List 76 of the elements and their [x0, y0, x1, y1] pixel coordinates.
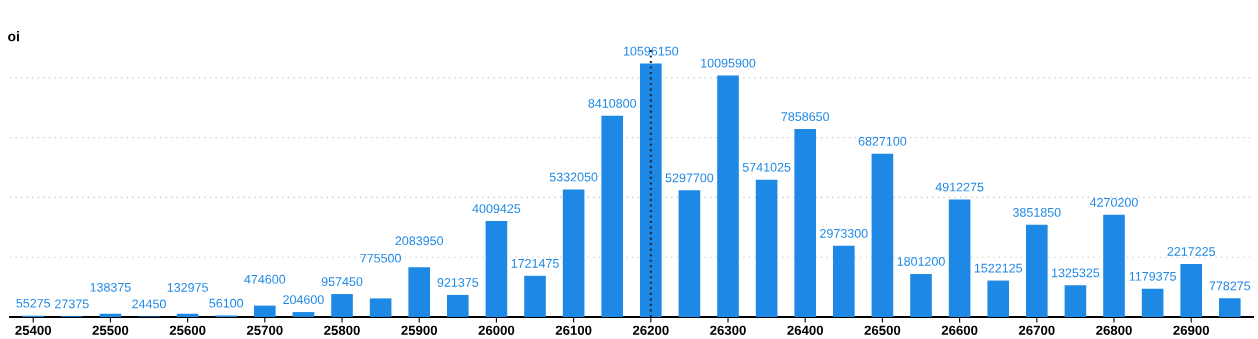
data-label: 5332050 — [549, 172, 598, 182]
bar — [1103, 214, 1125, 317]
x-tick-label: 26100 — [555, 325, 592, 335]
x-tick-label: 26300 — [710, 325, 746, 336]
bar — [1026, 224, 1048, 317]
data-label: 56100 — [209, 298, 244, 308]
bar — [1141, 288, 1164, 317]
data-label: 138375 — [90, 282, 131, 292]
data-label: 1325325 — [1052, 268, 1100, 278]
bar — [447, 294, 469, 317]
bar — [948, 199, 971, 317]
data-label: 27375 — [55, 299, 89, 309]
bar — [369, 298, 392, 317]
x-tick-label: 26000 — [478, 325, 515, 335]
bar — [1219, 298, 1241, 317]
data-label: 10596150 — [623, 46, 679, 56]
data-label: 6827100 — [858, 136, 907, 146]
x-tick-label: 26500 — [864, 325, 901, 335]
x-tick-label: 25700 — [246, 325, 283, 335]
bar — [485, 221, 508, 317]
data-label: 474600 — [244, 274, 286, 284]
data-label: 1801200 — [897, 257, 945, 266]
bar — [987, 280, 1010, 317]
bar — [292, 312, 315, 317]
data-label: 8410800 — [588, 98, 637, 108]
data-label: 2217225 — [1167, 247, 1216, 256]
bar — [176, 313, 199, 317]
data-label: 1179375 — [1129, 271, 1176, 281]
data-label: 204600 — [283, 295, 324, 305]
y-axis-title: oi — [8, 31, 19, 42]
bar — [524, 275, 546, 317]
bar — [910, 273, 932, 317]
data-label: 10095900 — [701, 58, 756, 68]
data-label: 7858650 — [781, 112, 830, 122]
bar — [1064, 285, 1087, 317]
data-label: 957450 — [321, 277, 363, 287]
x-tick-label: 25400 — [15, 325, 52, 335]
x-tick-label: 26400 — [787, 325, 824, 335]
data-label: 5741025 — [742, 162, 791, 172]
data-label: 775500 — [360, 253, 401, 263]
x-tick-label: 25800 — [324, 325, 360, 335]
data-label: 2973300 — [820, 228, 868, 238]
bar — [408, 267, 431, 317]
bar — [601, 115, 624, 317]
x-tick-label: 26700 — [1018, 325, 1055, 335]
bar — [871, 153, 894, 317]
x-tick-label: 25500 — [92, 325, 129, 335]
data-label: 4009425 — [472, 204, 521, 214]
data-label: 2083950 — [395, 236, 444, 246]
x-tick-label: 26800 — [1096, 325, 1132, 335]
x-tick-label: 26900 — [1173, 325, 1210, 335]
bar — [254, 305, 276, 317]
bar — [562, 189, 585, 317]
data-label: 1522125 — [974, 263, 1023, 273]
bar — [640, 63, 662, 317]
bar — [678, 190, 701, 317]
data-label: 4270200 — [1089, 197, 1138, 207]
data-label: 24450 — [132, 299, 166, 309]
bar — [1180, 263, 1203, 317]
x-tick-label: 26200 — [632, 325, 669, 335]
data-label: 921375 — [437, 278, 479, 287]
bar — [331, 294, 353, 317]
data-label: 132975 — [167, 283, 208, 292]
bar — [794, 129, 817, 317]
bar — [717, 75, 739, 317]
data-label: 5297700 — [665, 173, 714, 183]
bar — [755, 179, 778, 317]
data-label: 778275 — [1209, 281, 1251, 291]
x-tick-label: 25600 — [169, 325, 206, 335]
data-label: 4912275 — [935, 182, 984, 192]
data-label: 1721475 — [511, 258, 559, 268]
data-label: 3851850 — [1012, 207, 1061, 217]
x-tick-label: 26600 — [941, 325, 978, 335]
bar — [833, 245, 855, 317]
data-label: 55275 — [16, 298, 51, 308]
x-tick-label: 25900 — [401, 325, 438, 335]
